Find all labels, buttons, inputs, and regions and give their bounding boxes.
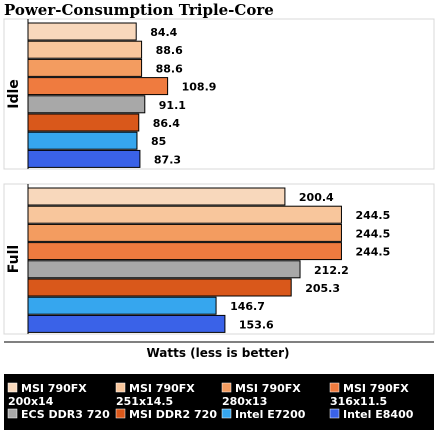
value-label-full-intel-e8400: 153.6: [239, 318, 274, 331]
bar-idle-msi-790fx-316x11-5: [27, 77, 169, 96]
bar-idle-msi-790fx-200x14: [27, 22, 137, 41]
bar-full-msi-790fx-200x14: [27, 187, 286, 206]
x-axis-label: Watts (less is better): [146, 346, 289, 360]
legend-swatch-msi-790fx-280x13: [221, 382, 232, 393]
group-frame-full: [3, 183, 435, 335]
value-label-idle-ecs-ddr3-720: 91.1: [159, 99, 186, 112]
value-label-idle-msi-790fx-280x13: 88.6: [156, 62, 183, 75]
category-label-idle: Idle: [6, 79, 22, 109]
legend-swatch-msi-ddr2-720: [115, 408, 126, 419]
legend-label-msi-790fx-280x13: MSI 790FX 280x13: [222, 382, 301, 408]
value-label-idle-intel-e7200: 85: [151, 135, 166, 148]
bar-idle-msi-790fx-280x13: [27, 58, 143, 77]
chart-title: Power-Consumption Triple-Core: [4, 1, 274, 19]
value-label-full-msi-790fx-280x13: 244.5: [355, 227, 390, 240]
value-label-idle-msi-790fx-316x11-5: 108.9: [182, 81, 217, 94]
legend: MSI 790FX 200x14 MSI 790FX 251x14.5 MSI 790F…: [4, 374, 434, 430]
bar-idle-msi-790fx-251x14-5: [27, 40, 143, 59]
legend-label-msi-790fx-251x14-5: MSI 790FX 251x14.5: [116, 382, 195, 408]
bar-full-intel-e7200: [27, 296, 217, 315]
bar-full-ecs-ddr3-720: [27, 260, 301, 279]
legend-background: [4, 374, 434, 430]
legend-label-msi-ddr2-720: MSI DDR2 720: [129, 408, 217, 421]
value-label-full-msi-790fx-316x11-5: 244.5: [355, 246, 390, 259]
value-label-idle-msi-ddr2-720: 86.4: [153, 117, 180, 130]
legend-label-msi-790fx-316x11-5: MSI 790FX 316x11.5: [330, 382, 409, 408]
legend-swatch-msi-790fx-316x11-5: [329, 382, 340, 393]
value-label-full-msi-790fx-251x14-5: 244.5: [355, 209, 390, 222]
value-label-full-msi-790fx-200x14: 200.4: [299, 191, 334, 204]
bar-idle-msi-ddr2-720: [27, 113, 140, 132]
legend-swatch-ecs-ddr3-720: [7, 408, 18, 419]
value-label-full-msi-ddr2-720: 205.3: [305, 282, 340, 295]
bar-full-msi-790fx-251x14-5: [27, 205, 342, 224]
value-label-full-intel-e7200: 146.7: [230, 300, 265, 313]
bar-idle-ecs-ddr3-720: [27, 95, 146, 114]
value-label-full-ecs-ddr3-720: 212.2: [314, 264, 349, 277]
legend-label-intel-e7200: Intel E7200: [235, 408, 306, 421]
legend-swatch-intel-e7200: [221, 408, 232, 419]
legend-swatch-msi-790fx-251x14-5: [115, 382, 126, 393]
bar-full-msi-790fx-280x13: [27, 223, 342, 242]
legend-label-intel-e8400: Intel E8400: [343, 408, 414, 421]
value-label-idle-intel-e8400: 87.3: [154, 153, 181, 166]
bar-full-intel-e8400: [27, 314, 226, 333]
category-label-full: Full: [6, 245, 22, 273]
legend-swatch-intel-e8400: [329, 408, 340, 419]
bar-idle-intel-e8400: [27, 149, 141, 168]
group-frame-idle: [3, 18, 435, 170]
legend-label-ecs-ddr3-720: ECS DDR3 720: [21, 408, 110, 421]
bar-idle-intel-e7200: [27, 131, 138, 150]
bar-full-msi-ddr2-720: [27, 278, 292, 297]
bars-layer: 84.4 88.6 88.6 108.9 91.1 86.4 85 87.3 Idle 200.4…: [3, 18, 435, 343]
value-label-idle-msi-790fx-251x14-5: 88.6: [156, 44, 183, 57]
value-label-idle-msi-790fx-200x14: 84.4: [150, 26, 177, 39]
legend-swatch-msi-790fx-200x14: [7, 382, 18, 393]
bar-full-msi-790fx-316x11-5: [27, 242, 342, 261]
legend-label-msi-790fx-200x14: MSI 790FX 200x14: [8, 382, 87, 408]
